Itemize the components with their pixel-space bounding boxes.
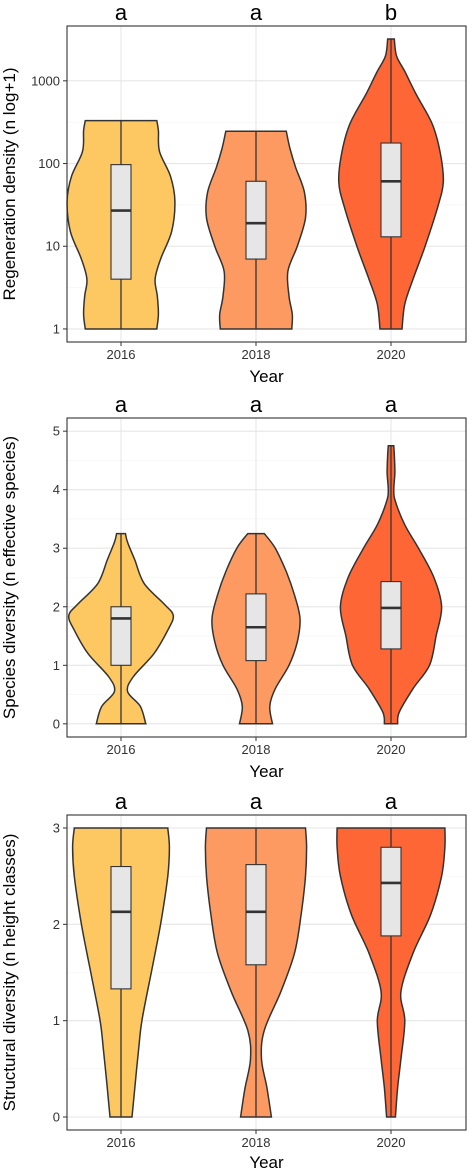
box-2020 (380, 846, 402, 937)
x-axis-title: Year (249, 1153, 284, 1171)
y-tick-label: 2 (53, 599, 60, 614)
significance-label-2020: a (385, 392, 398, 417)
violin-2016 (67, 532, 175, 725)
significance-label-2018: a (250, 789, 263, 814)
chart-panel-2: a a a 0 1 2 3 4 5 2016 2018 2020 Year Species diversi… (0, 392, 467, 781)
box-2016 (110, 606, 132, 666)
y-tick-label: 100 (38, 156, 60, 171)
x-tick-label: 2018 (242, 347, 271, 362)
violin-2018 (211, 532, 301, 725)
violin-2018 (204, 827, 308, 1118)
panel-border (66, 814, 467, 1131)
x-axis-title: Year (249, 367, 284, 386)
box-2018 (245, 180, 267, 260)
x-tick-label: 2020 (377, 347, 406, 362)
box-2020 (380, 142, 402, 238)
significance-label-2018: a (250, 392, 263, 417)
y-tick-label: 1000 (31, 73, 60, 88)
y-axis-title: Species diversity (n effective species) (0, 436, 19, 719)
x-tick-label: 2016 (107, 1135, 136, 1150)
box-2016 (110, 865, 132, 990)
violin-2016 (71, 827, 171, 1118)
significance-label-2016: a (115, 392, 128, 417)
panel-border (66, 417, 467, 738)
x-tick-label: 2016 (107, 347, 136, 362)
violin-2020 (337, 38, 445, 330)
significance-label-2016: a (115, 0, 128, 25)
box-2020 (380, 581, 402, 650)
x-tick-label: 2018 (242, 1135, 271, 1150)
y-tick-label: 4 (53, 482, 60, 497)
y-axis-title: Structural diversity (n height classes) (0, 834, 19, 1112)
violin-2020 (339, 445, 443, 725)
significance-label-2018: a (250, 0, 263, 25)
y-tick-label: 2 (53, 917, 60, 932)
violin-2018 (205, 130, 307, 330)
violin-2020 (336, 827, 446, 1118)
chart-panel-3: a a a 0 1 2 3 2016 2018 2020 Year Structural divers… (0, 789, 467, 1171)
y-tick-label: 1 (53, 321, 60, 336)
violin-2016 (66, 119, 176, 330)
x-axis-title: Year (249, 762, 284, 781)
panel-border (66, 25, 467, 343)
significance-label-2020: a (385, 789, 398, 814)
y-tick-label: 5 (53, 424, 60, 439)
y-tick-label: 0 (53, 1109, 60, 1124)
x-tick-label: 2020 (377, 1135, 406, 1150)
chart-panel-1: a a b 1 10 100 1000 2016 2018 2020 Year Regeneratio… (0, 0, 467, 386)
significance-label-2016: a (115, 789, 128, 814)
y-axis-title: Regeneration density (n log+1) (0, 68, 19, 301)
y-tick-label: 1 (53, 1013, 60, 1028)
y-tick-label: 0 (53, 716, 60, 731)
x-tick-label: 2020 (377, 742, 406, 757)
box-2016 (110, 164, 132, 280)
x-tick-label: 2018 (242, 742, 271, 757)
box-2018 (245, 864, 267, 966)
y-tick-label: 3 (53, 541, 60, 556)
y-tick-label: 10 (46, 239, 60, 254)
x-tick-label: 2016 (107, 742, 136, 757)
y-tick-label: 3 (53, 821, 60, 836)
y-tick-label: 1 (53, 658, 60, 673)
significance-label-2020: b (385, 0, 397, 25)
